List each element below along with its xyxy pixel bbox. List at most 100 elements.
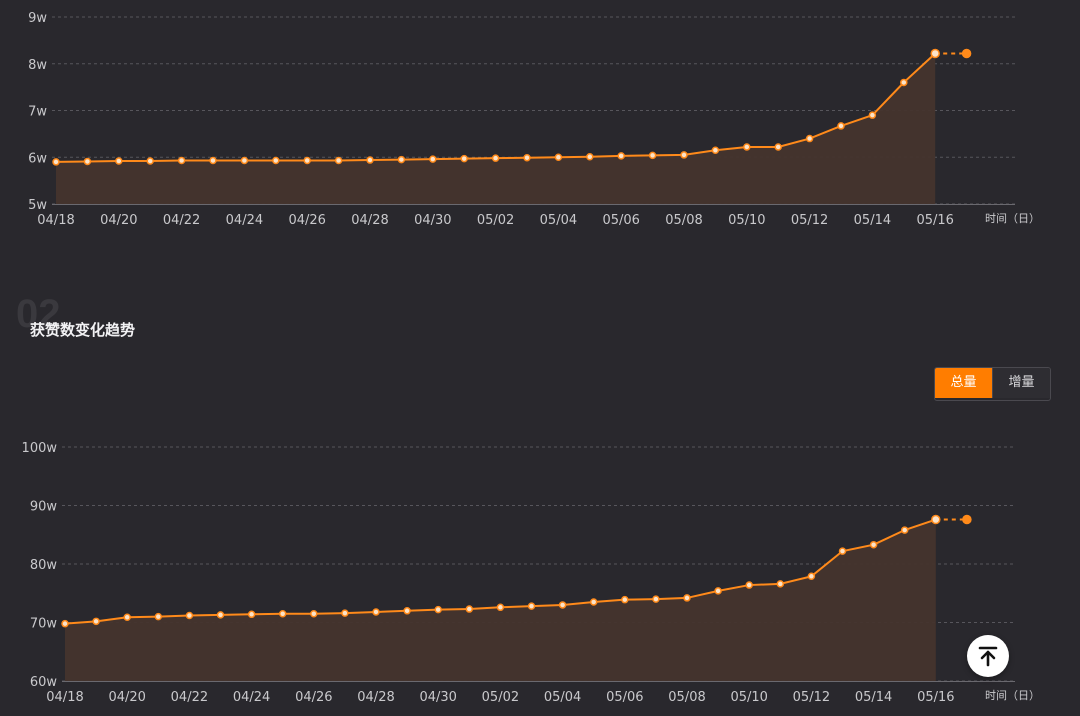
data-point[interactable]: [185, 611, 194, 620]
data-point[interactable]: [714, 587, 722, 595]
x-tick-label: 05/12: [793, 690, 830, 705]
area-fill: [56, 53, 936, 205]
arrow-up-to-top-icon: [978, 646, 998, 667]
x-tick-label: 04/24: [233, 690, 270, 705]
x-tick-label: 05/06: [602, 213, 639, 228]
data-point[interactable]: [397, 155, 406, 164]
x-tick-label: 05/08: [665, 213, 702, 228]
x-tick-label: 05/12: [791, 213, 828, 228]
x-tick-label: 04/24: [226, 213, 263, 228]
data-point[interactable]: [240, 156, 249, 165]
data-point[interactable]: [460, 154, 468, 163]
data-point[interactable]: [838, 547, 847, 555]
x-tick-label: 05/14: [854, 213, 891, 228]
x-tick-label: 04/28: [357, 690, 394, 705]
y-tick-label: 5w: [28, 198, 47, 213]
data-point[interactable]: [115, 157, 123, 165]
section-number: 02: [16, 292, 61, 336]
data-point[interactable]: [154, 612, 163, 621]
data-point[interactable]: [523, 153, 531, 162]
y-tick-label: 60w: [30, 675, 58, 690]
data-point[interactable]: [496, 603, 505, 612]
data-point[interactable]: [745, 581, 753, 589]
data-point[interactable]: [586, 153, 594, 161]
data-point[interactable]: [648, 151, 657, 160]
x-tick-label: 04/26: [288, 213, 325, 228]
data-point[interactable]: [334, 156, 343, 165]
x-tick-label: 05/06: [606, 690, 643, 705]
data-point[interactable]: [83, 157, 92, 166]
data-point[interactable]: [92, 617, 100, 626]
data-point[interactable]: [805, 134, 814, 143]
data-point[interactable]: [900, 526, 909, 534]
data-point[interactable]: [683, 594, 691, 602]
y-tick-label: 70w: [30, 617, 58, 632]
back-to-top-button[interactable]: [967, 635, 1009, 677]
x-tick-label: 05/02: [482, 690, 519, 705]
data-point[interactable]: [61, 619, 69, 628]
data-point[interactable]: [278, 609, 287, 618]
x-tick-label: 05/10: [728, 213, 765, 228]
y-tick-label: 9w: [28, 11, 47, 26]
y-tick-label: 90w: [30, 500, 58, 515]
data-point[interactable]: [491, 154, 500, 162]
data-point[interactable]: [366, 156, 374, 164]
data-point[interactable]: [869, 540, 878, 549]
x-tick-label: 04/18: [46, 690, 83, 705]
data-point[interactable]: [372, 608, 380, 616]
x-tick-label: 04/20: [100, 213, 137, 228]
data-point[interactable]: [177, 156, 186, 165]
data-point[interactable]: [617, 152, 625, 160]
data-point[interactable]: [52, 158, 60, 166]
data-point[interactable]: [868, 111, 877, 119]
x-tick-label: 04/26: [295, 690, 332, 705]
data-point[interactable]: [429, 155, 437, 163]
data-point[interactable]: [303, 156, 311, 165]
section-title: 获赞数变化趋势: [30, 321, 136, 339]
data-point[interactable]: [589, 598, 598, 606]
data-point[interactable]: [247, 610, 256, 619]
data-point[interactable]: [807, 572, 816, 581]
x-tick-label: 05/14: [855, 690, 892, 705]
increment-button[interactable]: 增量: [992, 368, 1050, 398]
data-point[interactable]: [961, 48, 972, 59]
total-button[interactable]: 总量: [935, 368, 992, 398]
data-point[interactable]: [837, 122, 845, 130]
data-point[interactable]: [465, 605, 474, 613]
x-tick-label: 05/04: [544, 690, 581, 705]
data-point[interactable]: [711, 146, 720, 154]
data-point[interactable]: [146, 157, 154, 165]
data-point[interactable]: [931, 514, 941, 525]
x-tick-label: 05/08: [668, 690, 705, 705]
x-tick-label: 05/10: [730, 690, 767, 705]
data-point[interactable]: [341, 609, 349, 617]
data-point[interactable]: [962, 514, 972, 525]
data-point[interactable]: [310, 609, 318, 618]
data-point[interactable]: [272, 156, 280, 165]
data-point[interactable]: [216, 611, 225, 619]
data-point[interactable]: [621, 595, 629, 604]
data-point[interactable]: [527, 602, 536, 610]
data-point[interactable]: [776, 580, 785, 588]
y-tick-label: 7w: [28, 105, 47, 120]
x-axis-title: 时间（日）: [985, 689, 1040, 702]
data-point[interactable]: [900, 78, 908, 87]
data-point[interactable]: [652, 595, 660, 603]
x-axis-title: 时间（日）: [985, 212, 1040, 225]
data-point[interactable]: [930, 48, 940, 59]
data-point[interactable]: [209, 156, 217, 165]
y-tick-label: 8w: [28, 58, 47, 73]
data-point[interactable]: [743, 143, 751, 151]
total-increment-toggle[interactable]: 总量 增量: [934, 367, 1051, 401]
data-point[interactable]: [403, 607, 411, 615]
data-point[interactable]: [558, 601, 567, 609]
data-point[interactable]: [774, 143, 782, 151]
x-tick-label: 05/16: [916, 213, 953, 228]
data-point[interactable]: [680, 151, 688, 159]
data-point[interactable]: [434, 605, 442, 614]
data-point[interactable]: [123, 613, 131, 621]
x-tick-label: 04/30: [419, 690, 456, 705]
x-tick-label: 04/22: [171, 690, 208, 705]
data-point[interactable]: [554, 153, 563, 161]
